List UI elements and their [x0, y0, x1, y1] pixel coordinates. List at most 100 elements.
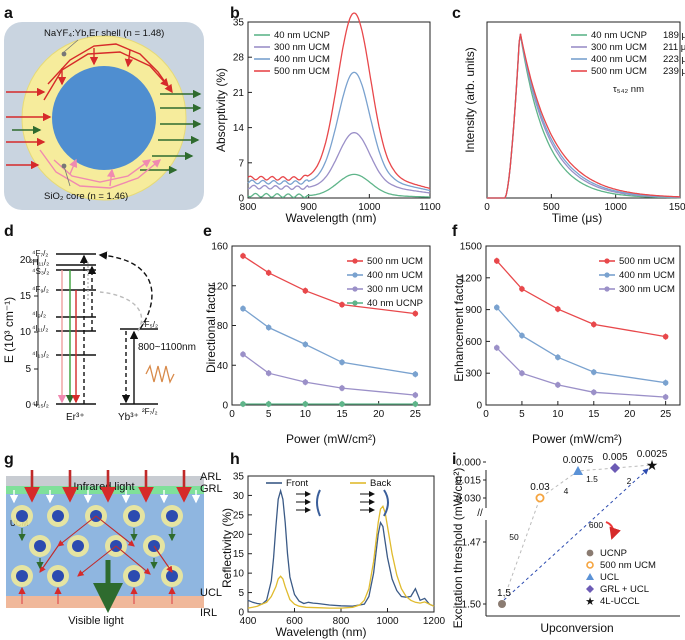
panel-i-ytick-label: 0.030 [456, 494, 481, 505]
panel-f-point [519, 370, 525, 377]
er-ion-label: Er³⁺ [66, 412, 85, 423]
visible-label: Visible light [68, 615, 123, 627]
panel-c-xtick-label: 0 [484, 202, 490, 213]
panel-i-legend-label: UCL [600, 572, 619, 583]
panel-i-legend-label: 500 nm UCM [600, 560, 656, 571]
panel-i-ratio-label: 2 [627, 476, 632, 486]
er-transitions [57, 254, 97, 404]
panel-i-plot: // 0.000 0.015 0.030 1.47 1.50 1.5 0.03 0.0075 0.… [456, 449, 680, 617]
panel-b-xtick-label: 1100 [419, 202, 441, 213]
panel-b-ytick-label: 7 [238, 158, 244, 169]
panel-g-particles [9, 470, 201, 604]
panel-e-chart: 0 5 10 15 20 25 0 40 80 120 160 500 nm UCM 400 nm UC… [204, 242, 431, 446]
svg-text:15: 15 [20, 291, 32, 302]
panel-i-ytick-label: 0.000 [456, 458, 481, 469]
panel-g-particle [128, 570, 140, 582]
panel-b-ytick-label: 21 [233, 88, 245, 99]
panel-f-legend-label: 400 nm UCM [619, 270, 675, 281]
panel-i-point: ★ [646, 457, 659, 473]
panel-i-point-label: 0.0075 [563, 455, 594, 466]
panel-b-xtick-label: 1000 [358, 202, 381, 213]
panel-e-point [265, 370, 272, 377]
panel-e-point [339, 385, 345, 391]
panel-h-plot: 400 600 800 1000 1200 0 5 10 15 20 25 30 35 Front Back [233, 472, 446, 628]
panel-e-point [240, 305, 246, 312]
layer-label-arl: ARL [200, 471, 221, 483]
svg-text:⁴F₇/₂: ⁴F₇/₂ [32, 249, 48, 258]
panel-g-particle [52, 510, 64, 522]
panel-c-legend-label: 40 nm UCNP [591, 30, 647, 41]
core-sphere [52, 66, 156, 170]
panel-h-legend-label: Front [286, 478, 309, 489]
panel-g-particle [128, 510, 140, 522]
panel-g-scatter-arrow [153, 545, 173, 573]
layer-label-ucl: UCL [200, 587, 222, 599]
panel-f-point [493, 344, 500, 351]
panel-e-xtick-label: 5 [266, 409, 272, 420]
panel-e-point [412, 371, 419, 377]
panel-e-point [412, 401, 419, 407]
panel-e-legend-label: 40 nm UCNP [367, 298, 423, 309]
panel-i-point [498, 600, 506, 608]
panel-e-xtick-label: 0 [229, 409, 235, 420]
panel-f-point [590, 389, 597, 396]
panel-c-xtick-label: 1000 [605, 202, 628, 213]
panel-h-xtick-label: 600 [286, 616, 303, 627]
layer-label-irl: IRL [200, 607, 217, 619]
er-level-labels: ⁴F₇/₂ ²H₁₁/₂ ⁴S₃/₂ ⁴F₉/₂ ⁴I₉/₂ ⁴I₁₁/₂ ⁴I… [30, 249, 49, 409]
panel-f-point [519, 286, 525, 292]
panel-g-scatter-arrow [95, 515, 135, 547]
panel-e-ytick-label: 120 [211, 281, 228, 292]
panel-e-point [412, 392, 419, 398]
yb-ion-label: Yb³⁺ [118, 412, 139, 423]
yb-level-upper: ²F₅/₂ [142, 320, 158, 329]
panel-g-particle [166, 570, 178, 582]
svg-text:⁴I₁₁/₂: ⁴I₁₁/₂ [32, 324, 48, 333]
panel-h-ytick-label: 30 [233, 491, 245, 502]
panel-e-legend-label: 300 nm UCM [367, 284, 423, 295]
panel-e-point [412, 310, 419, 317]
panel-e-ytick-label: 160 [211, 242, 228, 253]
panel-e-legend-marker [352, 286, 358, 292]
panel-e-legend-marker [352, 258, 358, 264]
panel-b-frame [247, 21, 431, 199]
panel-c-plot: 0 500 1000 1500 40 nm UCNP 189 μs 300 nm UCM 21… [484, 21, 685, 213]
panel-i-xlabel: Upconversion [540, 621, 613, 635]
panel-f-point [493, 258, 500, 264]
panel-i-axis-break: // [477, 508, 483, 519]
panel-f-point [555, 306, 561, 312]
core-label: SiO₂ core (n = 1.46) [44, 191, 128, 202]
panel-h-chart: 400 600 800 1000 1200 0 5 10 15 20 25 30 35 Front Back… [220, 472, 446, 640]
panel-f-legend-marker [604, 258, 610, 264]
panel-f-legend-label: 300 nm UCM [619, 284, 675, 295]
panel-g-particle [34, 540, 46, 552]
panel-e-point [302, 287, 309, 294]
panel-label-f: f [452, 223, 458, 240]
panel-d-yticks: 0 5 10 15 20 [20, 255, 38, 411]
panel-g-schematic: ARL GRL UCL IRL Infrared light Visible l… [6, 470, 223, 627]
panel-h-legend-label: Back [370, 478, 391, 489]
panel-e-ytick-label: 80 [217, 321, 229, 332]
panel-c-note: τ₅₄₂ nm [613, 84, 644, 95]
panel-e-xtick-label: 10 [300, 409, 312, 420]
panel-d-ylabel: E (10³ cm⁻¹) [2, 297, 16, 363]
panel-i-point-label: 0.005 [602, 452, 627, 463]
panel-f-xtick-label: 10 [552, 409, 564, 420]
panel-i-point-label: 0.03 [530, 482, 550, 493]
panel-label-i: i [452, 451, 456, 468]
panel-e-point [240, 351, 246, 358]
panel-f-point [590, 321, 597, 328]
panel-i-ratio-label: 1.5 [586, 474, 598, 484]
panel-e-point [265, 401, 272, 407]
panel-f-xtick-label: 25 [660, 409, 672, 420]
panel-b-series-1 [247, 132, 431, 194]
panel-e-ytick-label: 40 [217, 361, 229, 372]
panel-e-legend-label: 500 nm UCM [367, 256, 423, 267]
yb-level-lower: ²F₇/₂ [142, 407, 158, 416]
panel-e-point [339, 301, 345, 308]
svg-text:⁴I₁₃/₂: ⁴I₁₃/₂ [32, 350, 49, 359]
panel-f-point [555, 382, 561, 388]
panel-f-point [590, 369, 597, 375]
panel-i-legend-marker [586, 585, 594, 593]
